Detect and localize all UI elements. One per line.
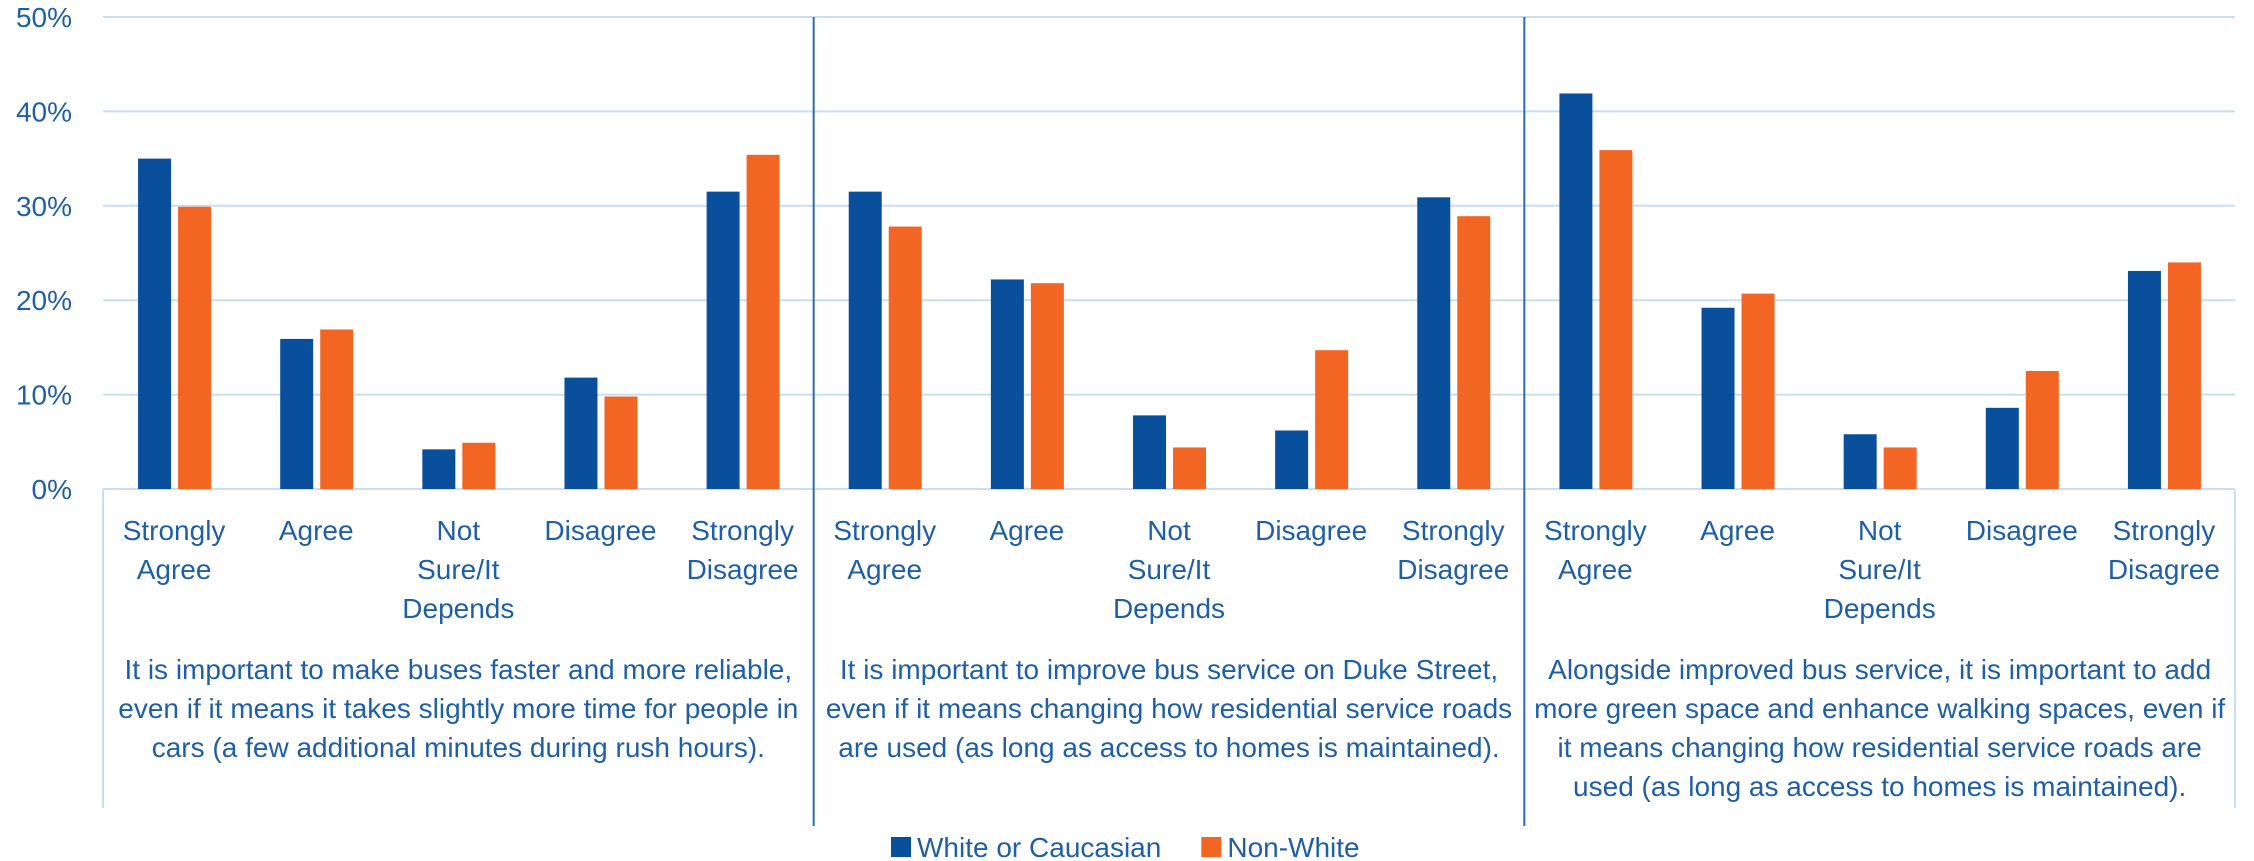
legend-label: Non-White [1227, 832, 1359, 861]
bar [138, 158, 172, 489]
bar [990, 279, 1024, 489]
bar [1457, 216, 1491, 489]
bar [422, 449, 456, 489]
x-tick-label: Strongly Disagree [1397, 515, 1509, 585]
x-tick-label: Strongly Agree [1544, 515, 1647, 585]
x-tick-label: Agree [1700, 515, 1775, 546]
x-tick-label: Agree [279, 515, 354, 546]
bar [1883, 447, 1917, 489]
bar [280, 338, 314, 489]
legend-swatch [1201, 837, 1222, 857]
bar [1417, 197, 1451, 489]
bar [2025, 371, 2059, 489]
x-tick-label: Not Sure/It Depends [1113, 515, 1225, 624]
x-tick-label: Disagree [1966, 515, 2078, 546]
x-tick-label: Not Sure/It Depends [402, 515, 514, 624]
bar [604, 396, 638, 489]
legend-label: White or Caucasian [917, 832, 1161, 861]
group-label: It is important to improve bus service o… [825, 654, 1513, 763]
bar [2127, 270, 2161, 489]
y-tick-label: 20% [16, 285, 72, 316]
bar [1559, 93, 1593, 490]
bar [564, 377, 598, 489]
bar [1985, 407, 2019, 489]
x-tick-label: Strongly Agree [123, 515, 226, 585]
bar [320, 329, 354, 489]
group-label: It is important to make buses faster and… [118, 654, 799, 763]
bar [462, 442, 496, 489]
y-tick-label: 50% [16, 2, 72, 33]
x-tick-label: Disagree [1255, 515, 1367, 546]
group-label: Alongside improved bus service, it is im… [1534, 654, 2226, 802]
legend-swatch [891, 837, 911, 857]
x-tick-label: Strongly Agree [833, 515, 936, 585]
bar [706, 191, 740, 489]
bar [1843, 434, 1877, 489]
bar [178, 206, 212, 489]
x-tick-label: Not Sure/It Depends [1824, 515, 1936, 624]
bar [2167, 262, 2201, 489]
bar [1701, 307, 1735, 489]
bar [1173, 447, 1206, 489]
bar [1741, 293, 1775, 489]
bar [848, 191, 882, 489]
bar [1315, 350, 1349, 489]
bar [1030, 283, 1064, 489]
y-tick-label: 40% [16, 96, 72, 127]
y-tick-label: 30% [16, 191, 72, 222]
x-tick-label: Strongly Disagree [2108, 515, 2220, 585]
bar [1275, 430, 1309, 489]
bar [746, 154, 780, 489]
x-tick-label: Agree [990, 515, 1065, 546]
bar [1133, 415, 1166, 489]
y-tick-label: 10% [16, 380, 72, 411]
x-tick-label: Strongly Disagree [687, 515, 799, 585]
bar [888, 226, 922, 489]
bar [1599, 150, 1633, 489]
y-tick-label: 0% [32, 474, 72, 505]
x-tick-label: Disagree [544, 515, 656, 546]
